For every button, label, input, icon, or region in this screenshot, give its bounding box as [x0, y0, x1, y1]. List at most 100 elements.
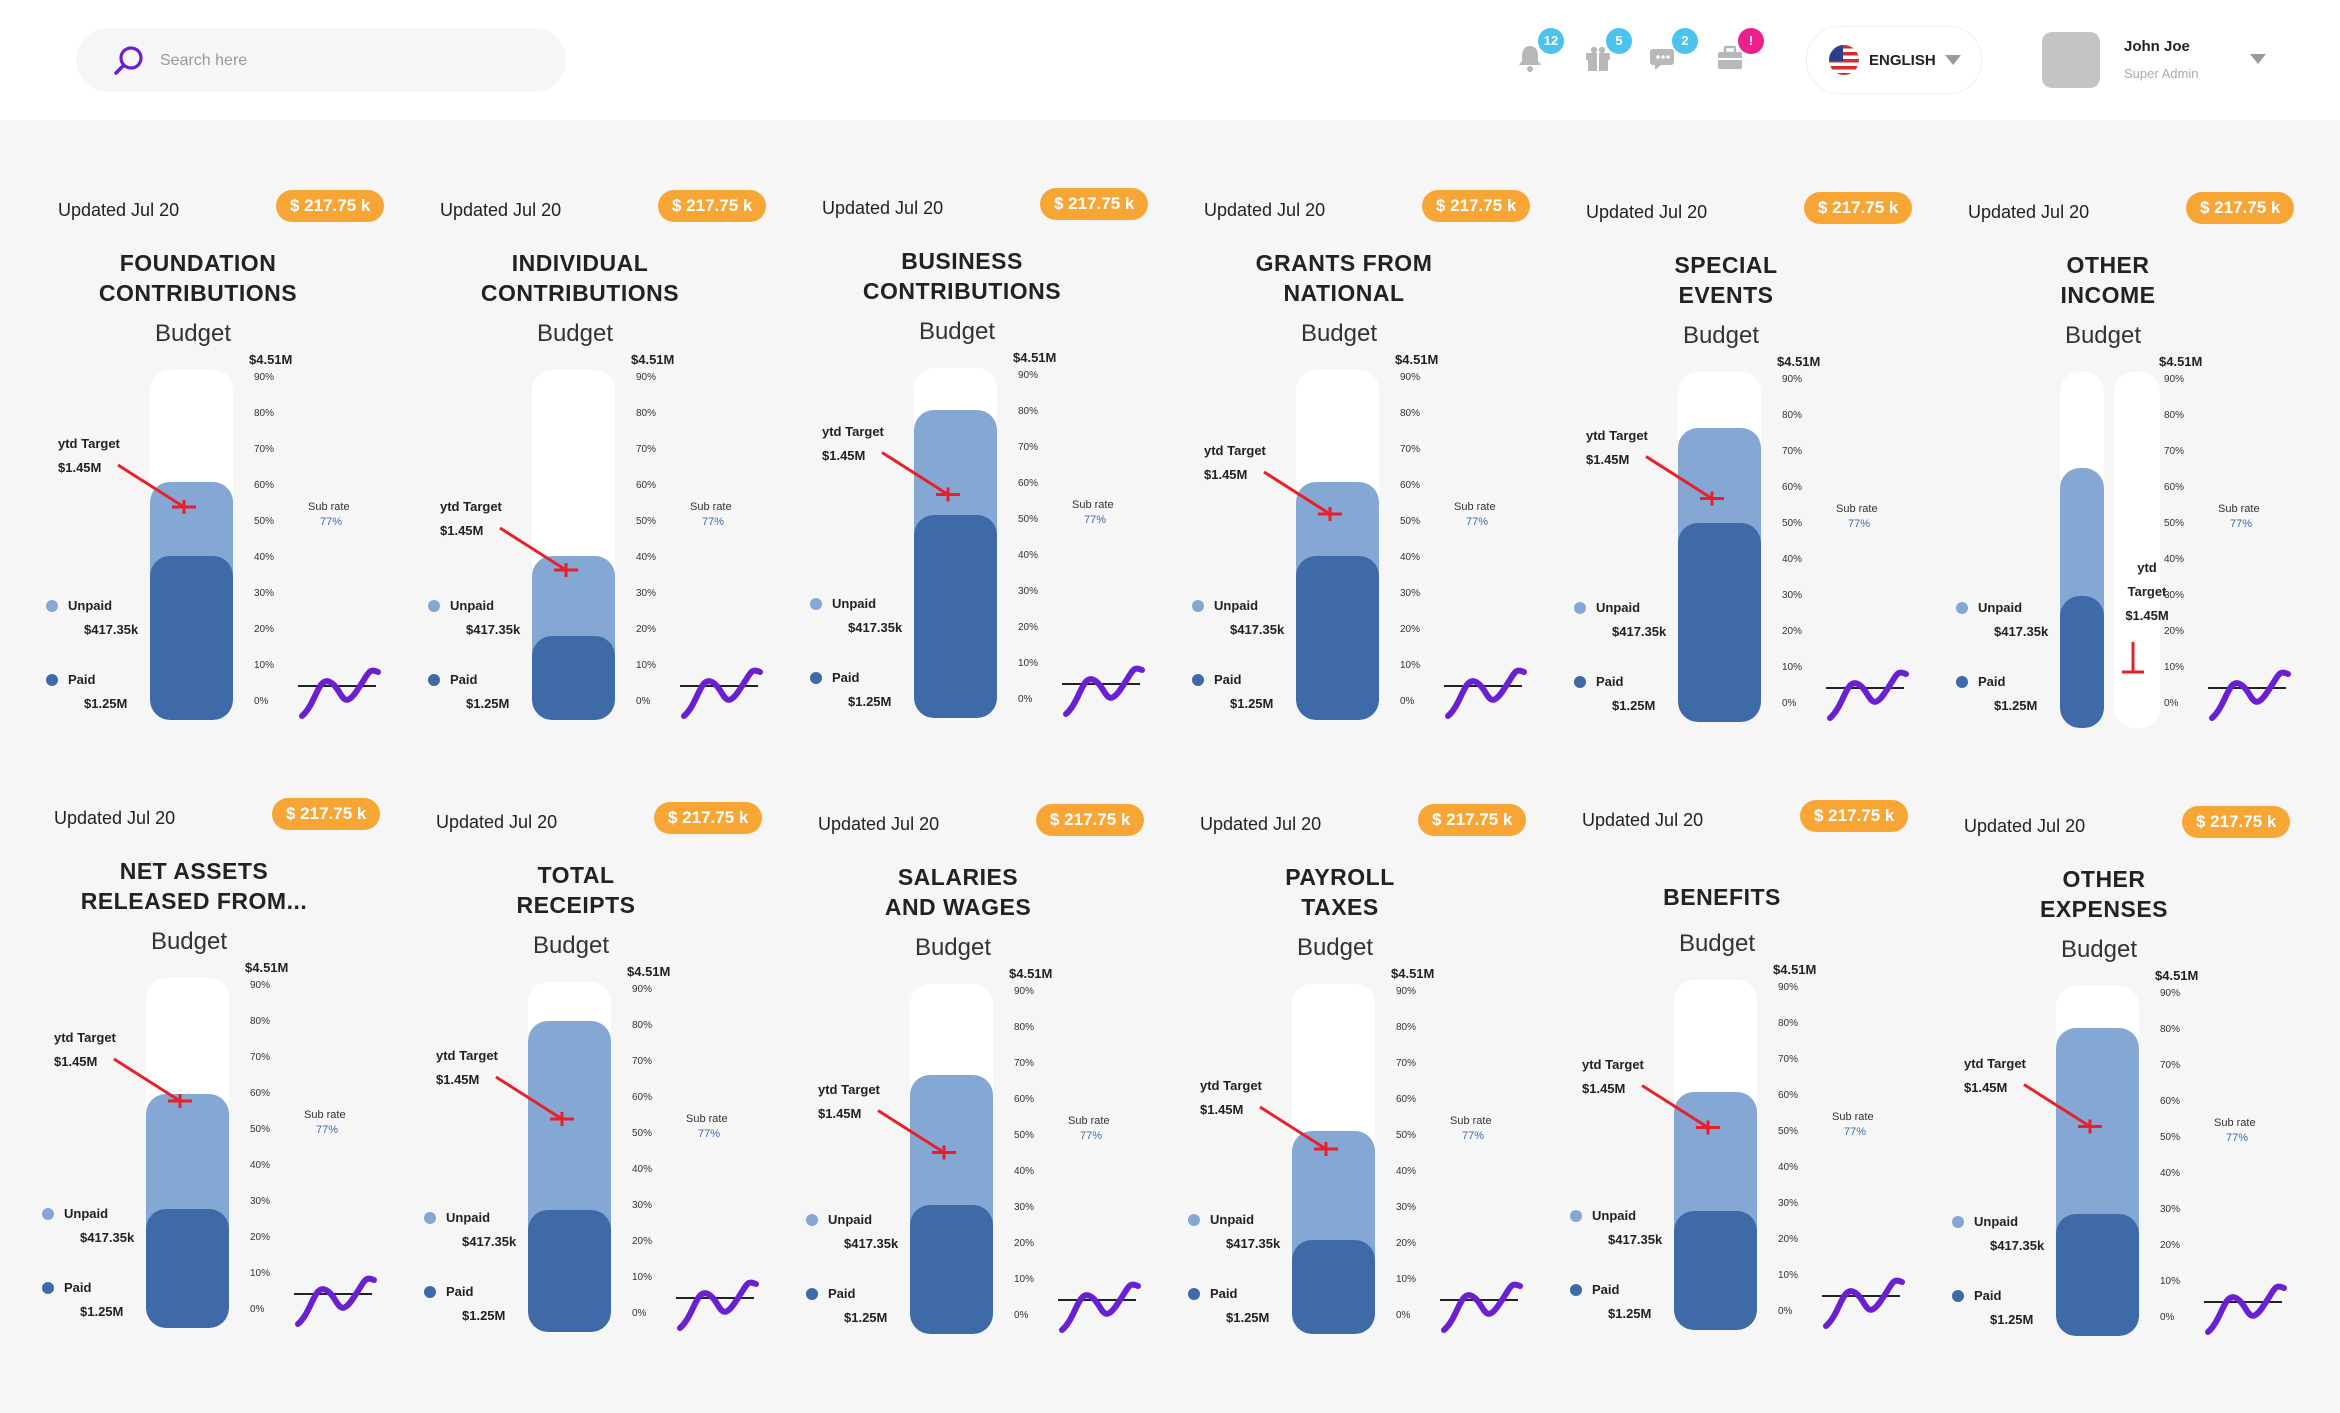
- amount-badge: $ 217.75 k: [272, 798, 381, 830]
- language-selector[interactable]: ENGLISH: [1806, 26, 1982, 94]
- unpaid-label: Unpaid: [832, 596, 877, 611]
- messages-count-badge: 2: [1672, 28, 1698, 54]
- budget-card[interactable]: Updated Jul 20 $ 217.75 k SALARIES AND WAGE…: [806, 804, 1198, 1384]
- ytd-target-value: $1.45M: [822, 447, 866, 463]
- sub-rate: Sub rate 77%: [1450, 1114, 1492, 1144]
- language-label: ENGLISH: [1869, 52, 1936, 69]
- budget-card[interactable]: Updated Jul 20 $ 217.75 k SPECIAL EVENTS Bud…: [1574, 192, 1966, 772]
- budget-bar-track: [146, 978, 229, 1328]
- sub-rate-label: Sub rate: [2218, 503, 2260, 515]
- sub-rate-value: 77%: [320, 516, 343, 528]
- card-title-line: RECEIPTS: [516, 892, 636, 918]
- unpaid-label: Unpaid: [64, 1206, 109, 1221]
- ytd-word: ytd Target: [54, 1030, 116, 1045]
- budget-card[interactable]: Updated Jul 20 $ 217.75 k OTHER EXPENSES Bud…: [1952, 806, 2340, 1386]
- budget-card[interactable]: Updated Jul 20 $ 217.75 k BENEFITS Budget $4…: [1570, 800, 1962, 1380]
- sub-rate: Sub rate 77%: [2214, 1116, 2256, 1146]
- tasks-button[interactable]: !: [1714, 28, 1764, 78]
- percent-tick: 20%: [2160, 1240, 2181, 1251]
- percent-tick: 10%: [2160, 1276, 2181, 1287]
- notification-bell-button[interactable]: 12: [1514, 28, 1564, 78]
- percent-axis: 90% 80% 70% 60% 50% 40% 30% 20% 10% 0%: [1400, 372, 1440, 722]
- ytd-word: ytd Target: [1586, 427, 1648, 443]
- ytd-target-label: ytd Target $1.45M: [436, 1044, 498, 1092]
- ytd-word: ytd Target: [1204, 443, 1266, 458]
- max-value-label: $4.51M: [2155, 968, 2199, 983]
- percent-tick: 30%: [254, 588, 275, 599]
- search-icon[interactable]: [112, 44, 146, 78]
- card-title-line: SPECIAL: [1674, 252, 1778, 278]
- paid-value: $1.25M: [462, 1308, 506, 1323]
- sub-rate-value: 77%: [698, 1128, 721, 1140]
- messages-button[interactable]: 2: [1648, 28, 1698, 78]
- sub-rate: Sub rate 77%: [1832, 1110, 1874, 1140]
- target-arrow: [877, 1109, 956, 1160]
- max-value-label: $4.51M: [249, 352, 293, 367]
- ytd-word: ytd Target: [818, 1081, 880, 1097]
- percent-tick: 0%: [2160, 1312, 2175, 1323]
- paid-value: $1.25M: [1994, 698, 2038, 713]
- paid-label: Paid: [828, 1286, 856, 1301]
- percent-tick: 0%: [1018, 694, 1033, 705]
- amount-badge: $ 217.75 k: [1040, 188, 1149, 220]
- unpaid-label: Unpaid: [1596, 600, 1641, 615]
- percent-tick: 70%: [1782, 446, 1803, 457]
- percent-tick: 50%: [1396, 1130, 1417, 1141]
- card-title-line: TOTAL: [537, 862, 615, 888]
- budget-card[interactable]: Updated Jul 20 $ 217.75 k BUSINESS CONTRIBU…: [810, 188, 1202, 768]
- sub-rate-value: 77%: [1466, 516, 1489, 528]
- budget-card[interactable]: Updated Jul 20 $ 217.75 k INDIVIDUAL CONTRI…: [428, 190, 820, 770]
- unpaid-label: Unpaid: [1592, 1208, 1637, 1223]
- paid-value: $1.25M: [1612, 698, 1656, 713]
- budget-card[interactable]: Updated Jul 20 $ 217.75 k PAYROLL TAXES Budg…: [1188, 804, 1580, 1384]
- budget-card[interactable]: Updated Jul 20 $ 217.75 k OTHER INCOME Budge…: [1956, 192, 2340, 772]
- percent-tick: 40%: [1400, 552, 1421, 563]
- unpaid-legend-dot: [428, 600, 440, 612]
- budget-label: Budget: [1678, 930, 1756, 957]
- chevron-down-icon: [1945, 55, 1961, 65]
- target-arrow: [1263, 470, 1342, 521]
- budget-bar-track: [1674, 980, 1757, 1330]
- budget-label: Budget: [532, 932, 610, 959]
- budget-card[interactable]: Updated Jul 20 $ 217.75 k TOTAL RECEIPTS Bud…: [424, 802, 816, 1382]
- percent-tick: 30%: [632, 1200, 653, 1211]
- ytd-word: ytd Target: [1582, 1056, 1644, 1072]
- paid-legend-dot: [428, 674, 440, 686]
- percent-tick: 50%: [1782, 518, 1803, 529]
- paid-fill: [914, 515, 997, 718]
- unpaid-value: $417.35k: [1608, 1232, 1663, 1247]
- percent-tick: 80%: [1778, 1018, 1799, 1029]
- percent-tick: 30%: [2160, 1204, 2181, 1215]
- max-value-label: $4.51M: [1395, 352, 1439, 367]
- percent-tick: 20%: [1400, 624, 1421, 635]
- percent-tick: 30%: [1782, 590, 1803, 601]
- ytd-target-label: ytd Target $1.45M: [58, 432, 120, 480]
- budget-label: Budget: [154, 320, 232, 347]
- budget-card[interactable]: Updated Jul 20 $ 217.75 k FOUNDATION CONTRI…: [46, 190, 438, 770]
- avatar[interactable]: [2042, 32, 2100, 88]
- card-title: SPECIAL EVENTS: [1586, 250, 1866, 310]
- paid-label: Paid: [64, 1280, 92, 1295]
- paid-fill: [1674, 1211, 1757, 1330]
- paid-value: $1.25M: [1230, 696, 1274, 711]
- card-title-line: CONTRIBUTIONS: [98, 280, 298, 306]
- budget-card[interactable]: Updated Jul 20 $ 217.75 k NET ASSETS RELEAS…: [42, 798, 434, 1378]
- max-value-label: $4.51M: [1013, 350, 1057, 365]
- percent-tick: 60%: [1014, 1094, 1035, 1105]
- budget-bar-track: [150, 370, 233, 720]
- target-arrow: [113, 1057, 192, 1108]
- ytd-target-value: $1.45M: [440, 523, 484, 538]
- gifts-button[interactable]: 5: [1582, 28, 1632, 78]
- search-bar[interactable]: [76, 28, 566, 92]
- ytd-target-label: ytd Target $1.45M: [54, 1026, 116, 1074]
- amount-badge: $ 217.75 k: [1418, 804, 1527, 836]
- search-input[interactable]: [158, 46, 542, 76]
- sub-rate-value: 77%: [2230, 518, 2253, 530]
- user-menu-chevron-icon[interactable]: [2250, 54, 2266, 64]
- user-role: Super Admin: [2124, 66, 2199, 81]
- percent-tick: 50%: [254, 516, 275, 527]
- percent-tick: 40%: [250, 1160, 271, 1171]
- budget-card[interactable]: Updated Jul 20 $ 217.75 k GRANTS FROM NATIO…: [1192, 190, 1584, 770]
- paid-label: Paid: [1974, 1288, 2002, 1303]
- updated-date: Updated Jul 20: [1964, 816, 2086, 836]
